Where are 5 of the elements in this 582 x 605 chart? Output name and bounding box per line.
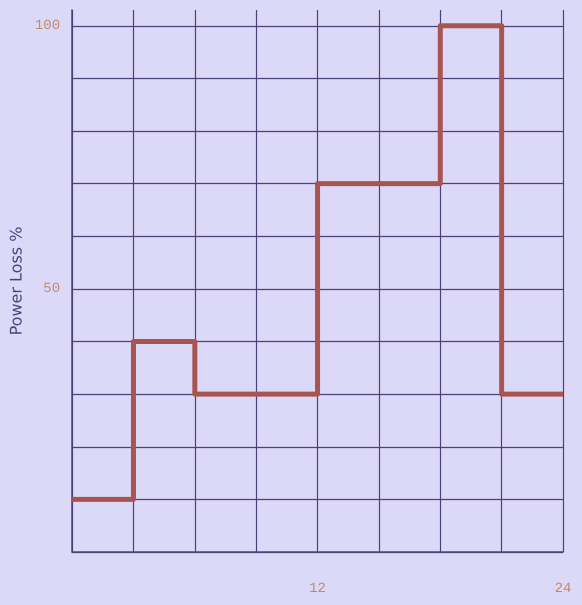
x-tick-label: 24: [554, 581, 572, 597]
y-tick-label: 50: [43, 280, 60, 297]
x-tick-label: 12: [309, 581, 326, 597]
y-tick-label: 100: [34, 18, 60, 34]
y-axis-title: Power Loss %: [6, 226, 26, 336]
